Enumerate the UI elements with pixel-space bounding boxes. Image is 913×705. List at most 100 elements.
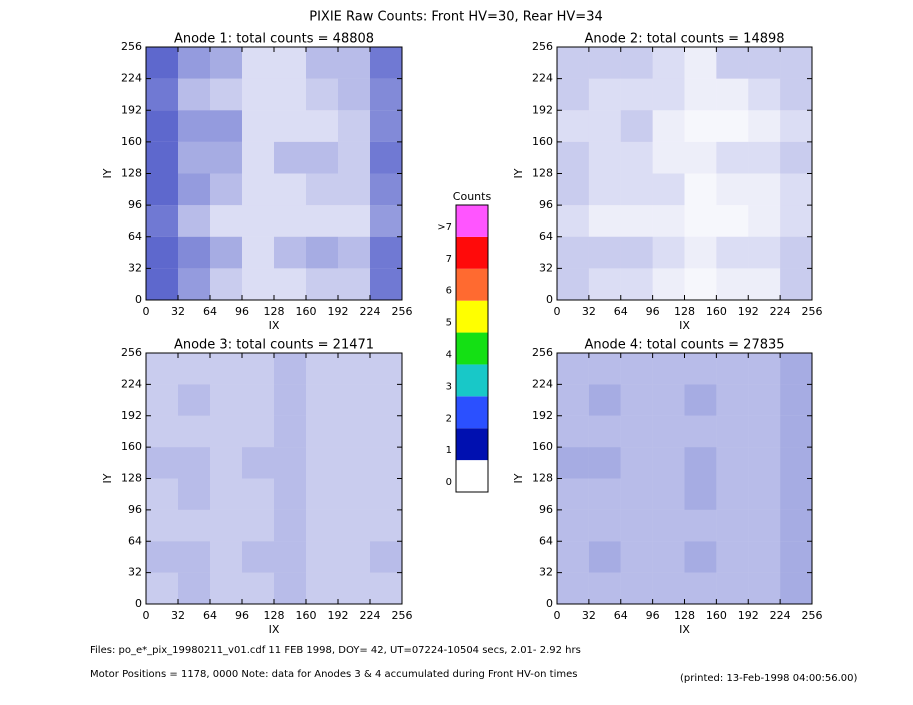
heatmap-cell [685, 174, 717, 206]
heatmap-cell [242, 478, 274, 510]
heatmap-cell [620, 541, 653, 573]
heatmap-cell [242, 47, 274, 79]
x-tick-label: 0 [143, 305, 150, 318]
color-swatch [456, 460, 488, 492]
heatmap-cell [370, 384, 402, 416]
heatmap-cell [557, 415, 589, 448]
heatmap-cell [748, 141, 781, 174]
heatmap-cell [716, 173, 749, 206]
heatmap-cell [370, 47, 402, 79]
heatmap-cell [780, 541, 812, 573]
heatmap-cell [306, 110, 338, 142]
heatmap-cell [557, 478, 589, 510]
y-tick-label: 256 [532, 40, 553, 53]
heatmap-cell [557, 353, 589, 385]
heatmap-cell [146, 541, 178, 573]
y-tick-label: 0 [546, 597, 553, 610]
heatmap-cell [178, 509, 210, 542]
heatmap-cell [370, 173, 402, 206]
heatmap-cell [588, 478, 621, 510]
heatmap-cell [557, 541, 589, 573]
heatmap-cell [306, 447, 338, 479]
heatmap-cell [748, 78, 781, 111]
heatmap-cell [242, 205, 274, 237]
y-tick-label: 256 [121, 346, 142, 359]
heatmap-cell [588, 268, 621, 300]
x-tick-label: 224 [770, 609, 791, 622]
panel-title: Anode 3: total counts = 21471 [174, 338, 374, 353]
heatmap-cell [146, 173, 178, 206]
heatmap-cell [684, 353, 717, 385]
heatmap-cell [338, 110, 370, 142]
heatmap-cell [620, 572, 653, 604]
heatmap-cell [588, 205, 621, 237]
heatmap-cell [716, 572, 749, 604]
heatmap-cell [178, 478, 210, 510]
heatmap-cell [557, 268, 589, 300]
heatmap-cell [620, 141, 653, 174]
heatmap-cell [684, 447, 717, 479]
heatmap-cell [338, 205, 370, 237]
y-tick-label: 160 [121, 440, 142, 453]
heatmap-cell [210, 173, 242, 206]
heatmap-cell [716, 509, 749, 542]
heatmap-cell [588, 110, 621, 142]
heatmap-cell [684, 509, 717, 542]
heatmap-cell [588, 447, 621, 479]
heatmap-cell [338, 572, 370, 604]
heatmap-cell [557, 47, 589, 79]
x-axis-label: IX [679, 623, 690, 636]
heatmap-cell [242, 141, 274, 174]
heatmap-cell [274, 78, 306, 111]
heatmap-cell [210, 447, 242, 479]
heatmap-cell [178, 141, 210, 174]
heatmap-cell [146, 47, 178, 79]
colorbar-label: 2 [446, 413, 452, 424]
heatmap-cell [178, 205, 210, 237]
heatmap-cell [210, 141, 242, 174]
color-swatch [456, 236, 488, 269]
heatmap-cell [338, 268, 370, 300]
heatmap-cell [274, 509, 306, 542]
x-tick-label: 224 [360, 609, 381, 622]
heatmap-cell [588, 509, 621, 542]
heatmap-cell [146, 78, 178, 111]
heatmap-cell [242, 353, 274, 385]
heatmap-cell [242, 447, 274, 479]
x-axis-label: IX [269, 623, 280, 636]
x-tick-label: 32 [171, 305, 185, 318]
heatmap-cell [370, 415, 402, 448]
y-tick-label: 96 [539, 198, 553, 211]
heatmap-cell [780, 78, 812, 111]
heatmap-cell [242, 236, 274, 269]
heatmap-cell [652, 173, 685, 206]
y-tick-label: 32 [539, 261, 553, 274]
footer-files: Files: po_e*_pix_19980211_v01.cdf 11 FEB… [90, 645, 581, 656]
heatmap-cell [210, 47, 242, 79]
x-tick-label: 224 [770, 305, 791, 318]
heatmap-cell [620, 384, 653, 416]
heatmap-cell [716, 268, 749, 300]
x-tick-label: 128 [264, 305, 285, 318]
x-tick-label: 64 [203, 305, 217, 318]
heatmap-cell [557, 572, 589, 604]
x-tick-label: 32 [171, 609, 185, 622]
heatmap-cell [370, 353, 402, 385]
heatmap-cell [274, 205, 306, 237]
heatmap-cell [780, 384, 812, 416]
y-tick-label: 192 [532, 409, 553, 422]
heatmap-cell [716, 205, 748, 237]
heatmap-cell [716, 447, 749, 479]
heatmap-cell [146, 415, 178, 448]
heatmap-cell [242, 384, 274, 416]
heatmap-cell [716, 384, 749, 416]
heatmap-cell [210, 415, 242, 448]
x-tick-label: 0 [554, 305, 561, 318]
heatmap-cell [306, 478, 338, 510]
heatmap-cell [652, 541, 685, 573]
y-tick-label: 256 [532, 346, 553, 359]
heatmap-cell [338, 353, 370, 385]
y-tick-label: 0 [546, 293, 553, 306]
